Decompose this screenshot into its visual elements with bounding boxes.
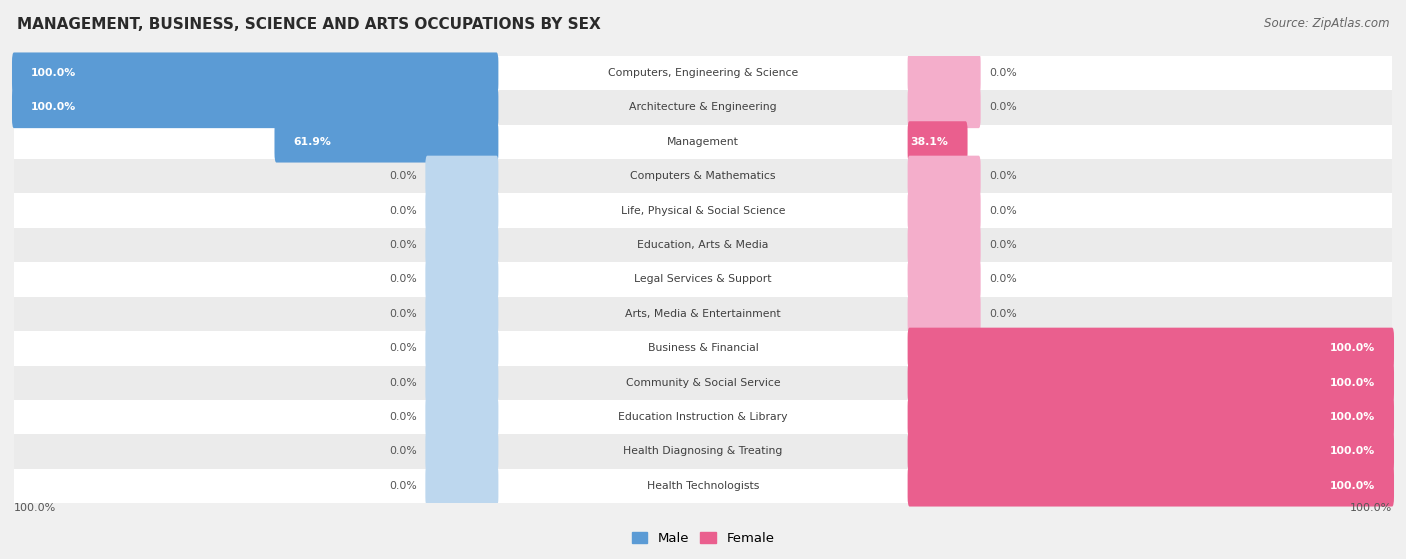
FancyBboxPatch shape — [426, 293, 498, 334]
Text: Health Diagnosing & Treating: Health Diagnosing & Treating — [623, 447, 783, 457]
Text: Legal Services & Support: Legal Services & Support — [634, 274, 772, 285]
Text: MANAGEMENT, BUSINESS, SCIENCE AND ARTS OCCUPATIONS BY SEX: MANAGEMENT, BUSINESS, SCIENCE AND ARTS O… — [17, 17, 600, 32]
Text: 0.0%: 0.0% — [389, 412, 418, 422]
FancyBboxPatch shape — [274, 121, 498, 163]
Text: 0.0%: 0.0% — [988, 240, 1017, 250]
FancyBboxPatch shape — [13, 87, 498, 128]
FancyBboxPatch shape — [908, 155, 980, 197]
FancyBboxPatch shape — [908, 259, 980, 300]
Text: 100.0%: 100.0% — [1330, 343, 1375, 353]
Text: Computers & Mathematics: Computers & Mathematics — [630, 171, 776, 181]
Text: 38.1%: 38.1% — [911, 137, 948, 147]
Text: Health Technologists: Health Technologists — [647, 481, 759, 491]
Text: 0.0%: 0.0% — [389, 274, 418, 285]
Text: Architecture & Engineering: Architecture & Engineering — [630, 102, 776, 112]
Bar — [14, 400, 1392, 434]
FancyBboxPatch shape — [426, 155, 498, 197]
FancyBboxPatch shape — [908, 87, 980, 128]
Text: Computers, Engineering & Science: Computers, Engineering & Science — [607, 68, 799, 78]
FancyBboxPatch shape — [908, 225, 980, 266]
Text: Life, Physical & Social Science: Life, Physical & Social Science — [621, 206, 785, 216]
Text: Arts, Media & Entertainment: Arts, Media & Entertainment — [626, 309, 780, 319]
FancyBboxPatch shape — [426, 396, 498, 438]
FancyBboxPatch shape — [426, 328, 498, 369]
FancyBboxPatch shape — [426, 362, 498, 404]
FancyBboxPatch shape — [13, 53, 498, 94]
FancyBboxPatch shape — [908, 362, 1393, 404]
Text: 100.0%: 100.0% — [1330, 378, 1375, 388]
Text: 0.0%: 0.0% — [988, 274, 1017, 285]
FancyBboxPatch shape — [908, 190, 980, 231]
Bar — [14, 366, 1392, 400]
FancyBboxPatch shape — [426, 431, 498, 472]
Text: 0.0%: 0.0% — [988, 68, 1017, 78]
Bar — [14, 159, 1392, 193]
Text: 0.0%: 0.0% — [988, 102, 1017, 112]
Text: Management: Management — [666, 137, 740, 147]
Text: 0.0%: 0.0% — [389, 309, 418, 319]
FancyBboxPatch shape — [426, 190, 498, 231]
FancyBboxPatch shape — [908, 293, 980, 334]
Bar — [14, 91, 1392, 125]
Bar — [14, 468, 1392, 503]
FancyBboxPatch shape — [908, 328, 1393, 369]
Text: 0.0%: 0.0% — [988, 206, 1017, 216]
Bar — [14, 228, 1392, 262]
Text: 61.9%: 61.9% — [294, 137, 332, 147]
Text: 0.0%: 0.0% — [389, 171, 418, 181]
Bar — [14, 56, 1392, 91]
FancyBboxPatch shape — [908, 431, 1393, 472]
FancyBboxPatch shape — [908, 396, 1393, 438]
Text: 0.0%: 0.0% — [389, 378, 418, 388]
Text: 100.0%: 100.0% — [1330, 481, 1375, 491]
Text: 100.0%: 100.0% — [1330, 447, 1375, 457]
Text: 100.0%: 100.0% — [14, 503, 56, 513]
Text: 0.0%: 0.0% — [389, 481, 418, 491]
Text: 100.0%: 100.0% — [31, 68, 76, 78]
Text: 100.0%: 100.0% — [1330, 412, 1375, 422]
Text: Community & Social Service: Community & Social Service — [626, 378, 780, 388]
Text: 0.0%: 0.0% — [389, 447, 418, 457]
FancyBboxPatch shape — [426, 259, 498, 300]
FancyBboxPatch shape — [908, 53, 980, 94]
Bar — [14, 331, 1392, 366]
FancyBboxPatch shape — [908, 121, 967, 163]
Text: Source: ZipAtlas.com: Source: ZipAtlas.com — [1264, 17, 1389, 30]
Text: 0.0%: 0.0% — [988, 309, 1017, 319]
Bar — [14, 262, 1392, 297]
Text: 100.0%: 100.0% — [1350, 503, 1392, 513]
Text: Business & Financial: Business & Financial — [648, 343, 758, 353]
Bar — [14, 297, 1392, 331]
FancyBboxPatch shape — [908, 465, 1393, 506]
Text: 0.0%: 0.0% — [988, 171, 1017, 181]
Text: Education, Arts & Media: Education, Arts & Media — [637, 240, 769, 250]
Bar — [14, 193, 1392, 228]
Bar — [14, 125, 1392, 159]
Text: 0.0%: 0.0% — [389, 343, 418, 353]
Text: 0.0%: 0.0% — [389, 206, 418, 216]
Text: 100.0%: 100.0% — [31, 102, 76, 112]
Bar — [14, 434, 1392, 468]
FancyBboxPatch shape — [426, 465, 498, 506]
FancyBboxPatch shape — [426, 225, 498, 266]
Text: Education Instruction & Library: Education Instruction & Library — [619, 412, 787, 422]
Text: 0.0%: 0.0% — [389, 240, 418, 250]
Legend: Male, Female: Male, Female — [626, 527, 780, 550]
